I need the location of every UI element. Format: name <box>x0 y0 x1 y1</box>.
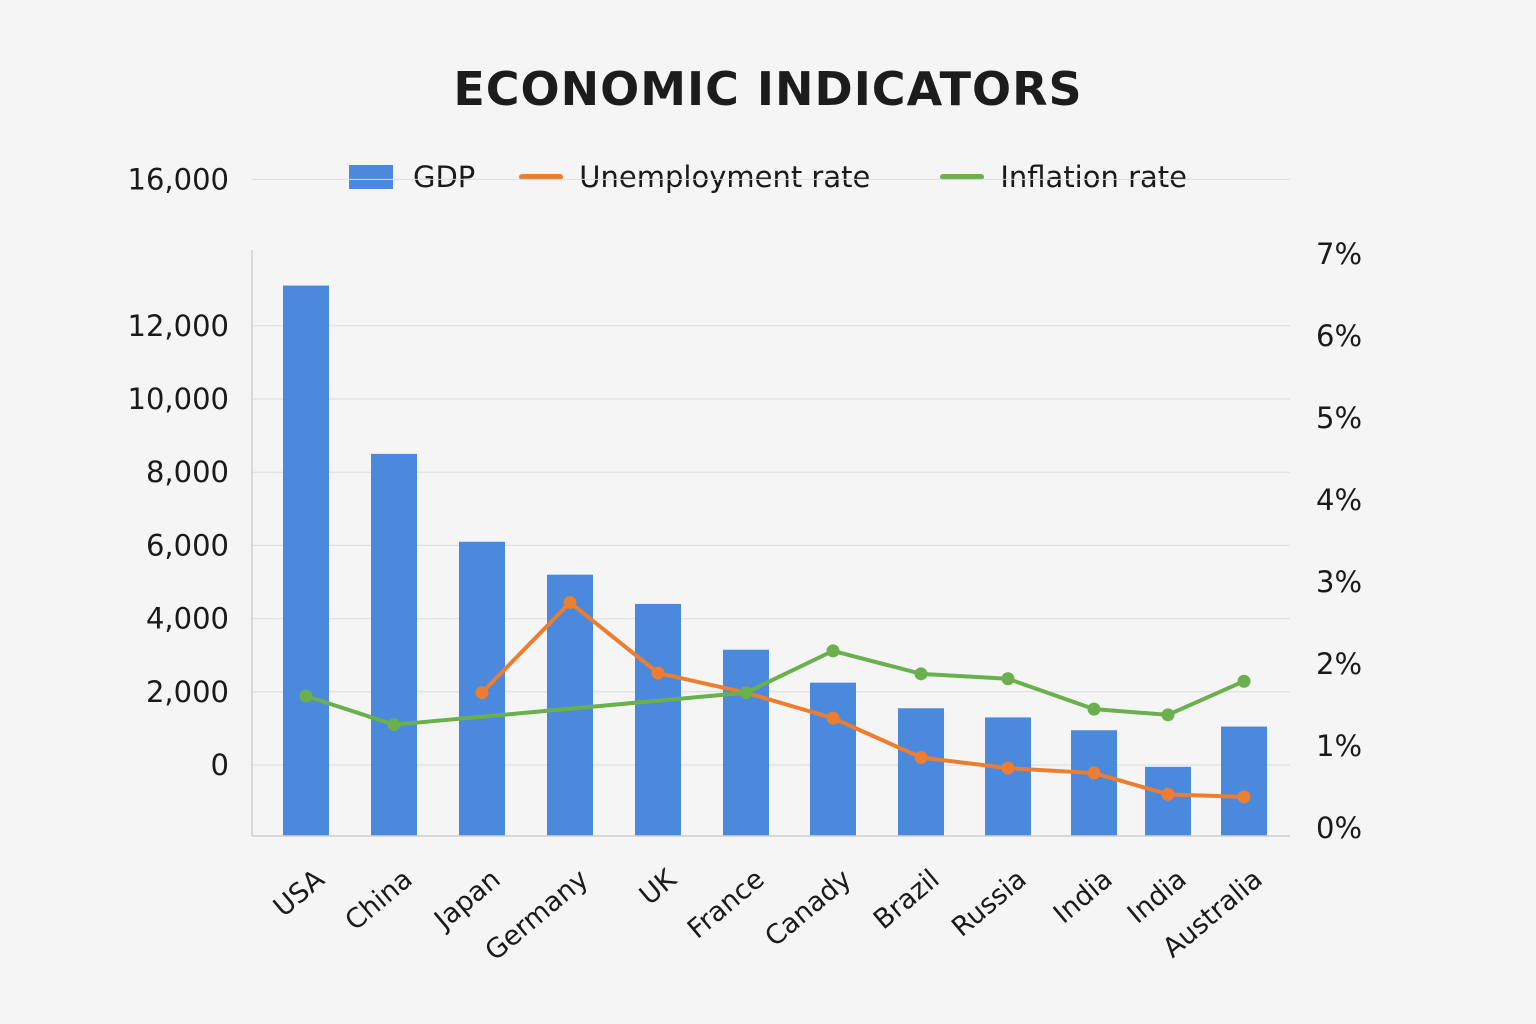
x-category-label: Canady <box>759 864 857 953</box>
gdp-bar <box>810 682 856 836</box>
gdp-bar <box>635 603 681 836</box>
y-left-tick-label: 0 <box>211 748 229 782</box>
inflation-rate-point <box>387 718 401 732</box>
unemployment-rate-point <box>475 686 489 700</box>
x-category-label: USA <box>268 863 331 923</box>
x-category-label: India <box>1048 864 1119 930</box>
legend-item-gdp: GDP <box>349 160 475 194</box>
gdp-bar <box>723 649 769 836</box>
unemployment-rate-point <box>1087 766 1101 780</box>
unemployment-rate-line <box>480 600 1246 799</box>
y-left-tick-label: 2,000 <box>146 675 229 709</box>
legend-item-unemployment: Unemployment rate <box>519 160 870 194</box>
inflation-rate-line <box>304 648 1246 727</box>
inflation-rate-point <box>739 686 753 700</box>
gdp-bar <box>283 285 329 836</box>
legend-item-inflation: Inflation rate <box>940 160 1187 194</box>
chart-legend: GDP Unemployment rate Inflation rate <box>0 160 1536 194</box>
x-category-label: France <box>682 864 771 945</box>
gdp-bar <box>898 708 944 836</box>
legend-swatch-unemployment <box>519 174 564 180</box>
y-right-tick-label: 1% <box>1316 729 1362 763</box>
y-left-tick-label: 6,000 <box>146 528 229 562</box>
inflation-rate-point <box>1087 702 1101 716</box>
x-category-label: UK <box>634 863 684 912</box>
y-right-tick-label: 3% <box>1316 565 1362 599</box>
inflation-rate-point <box>914 667 928 681</box>
y-left-tick-label: 8,000 <box>146 455 229 489</box>
y-right-tick-label: 5% <box>1316 401 1362 435</box>
x-category-label: Japan <box>427 864 506 937</box>
y-right-tick-label: 0% <box>1316 811 1362 845</box>
unemployment-rate-point <box>1001 761 1015 775</box>
y-right-tick-label: 2% <box>1316 647 1362 681</box>
y-right-tick-label: 6% <box>1316 319 1362 353</box>
inflation-rate-point <box>299 689 313 703</box>
unemployment-rate-point <box>1237 790 1251 804</box>
inflation-rate-point <box>1001 672 1015 686</box>
y-left-tick-label: 10,000 <box>128 382 229 416</box>
x-category-label: Russia <box>946 864 1032 944</box>
gridlines <box>252 178 1290 766</box>
rate-lines <box>299 596 1251 804</box>
legend-label-inflation: Inflation rate <box>1000 160 1187 194</box>
gdp-bar <box>1221 726 1267 836</box>
gdp-bar <box>1145 766 1191 836</box>
legend-swatch-gdp <box>349 165 393 189</box>
gdp-bar <box>371 453 417 836</box>
x-category-label: Brazil <box>868 864 946 936</box>
legend-label-unemployment: Unemployment rate <box>579 160 871 194</box>
inflation-rate-point <box>826 644 840 658</box>
chart-title: ECONOMIC INDICATORS <box>453 62 1083 116</box>
unemployment-rate-point <box>826 711 840 725</box>
legend-label-gdp: GDP <box>413 160 476 194</box>
y-left-tick-label: 16,000 <box>128 162 229 196</box>
unemployment-rate-point <box>651 666 665 680</box>
inflation-rate-point <box>1161 708 1175 722</box>
gdp-bar <box>1071 730 1117 836</box>
y-right-tick-label: 4% <box>1316 483 1362 517</box>
y-left-tick-label: 4,000 <box>146 602 229 636</box>
unemployment-rate-point <box>1161 787 1175 801</box>
unemployment-rate-point <box>563 596 577 609</box>
x-category-label: China <box>339 864 418 937</box>
unemployment-rate-point <box>914 750 928 764</box>
legend-swatch-inflation <box>940 174 985 180</box>
inflation-rate-point <box>1237 674 1251 688</box>
y-left-tick-label: 12,000 <box>128 309 229 343</box>
gdp-bars <box>283 285 1267 836</box>
axes <box>251 250 1290 837</box>
gdp-bar <box>985 717 1031 836</box>
y-right-tick-label: 7% <box>1316 237 1362 271</box>
